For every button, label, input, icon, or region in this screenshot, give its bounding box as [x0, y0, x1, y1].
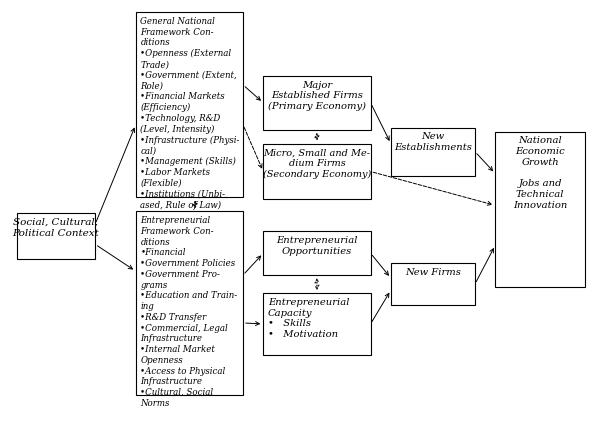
Bar [263, 143, 371, 199]
Text: General National
Framework Con-
ditions
•Openness (External
Trade)
•Government (: General National Framework Con- ditions … [141, 17, 240, 209]
Bar [263, 293, 371, 355]
Text: Micro, Small and Me-
dium Firms
(Secondary Economy): Micro, Small and Me- dium Firms (Seconda… [263, 148, 371, 179]
Bar [495, 132, 585, 287]
Text: New Firms: New Firms [405, 268, 461, 277]
Text: Major
Established Firms
(Primary Economy): Major Established Firms (Primary Economy… [268, 81, 366, 111]
Text: Social, Cultural,
Political Context: Social, Cultural, Political Context [13, 218, 99, 238]
Bar [263, 231, 371, 275]
Bar [263, 76, 371, 130]
Text: National
Economic
Growth

Jobs and
Technical
Innovation: National Economic Growth Jobs and Techni… [513, 136, 568, 210]
Text: Entrepreneurial
Opportunities: Entrepreneurial Opportunities [276, 236, 358, 256]
Bar [136, 211, 243, 395]
Bar [391, 128, 475, 176]
Text: New
Establishments: New Establishments [394, 132, 472, 152]
Text: Entrepreneurial
Framework Con-
ditions
•Financial
•Government Policies
•Governme: Entrepreneurial Framework Con- ditions •… [141, 216, 237, 408]
Text: Entrepreneurial
Capacity
•   Skills
•   Motivation: Entrepreneurial Capacity • Skills • Moti… [268, 298, 349, 339]
Bar [136, 12, 243, 198]
Bar [17, 213, 95, 259]
Bar [391, 263, 475, 305]
